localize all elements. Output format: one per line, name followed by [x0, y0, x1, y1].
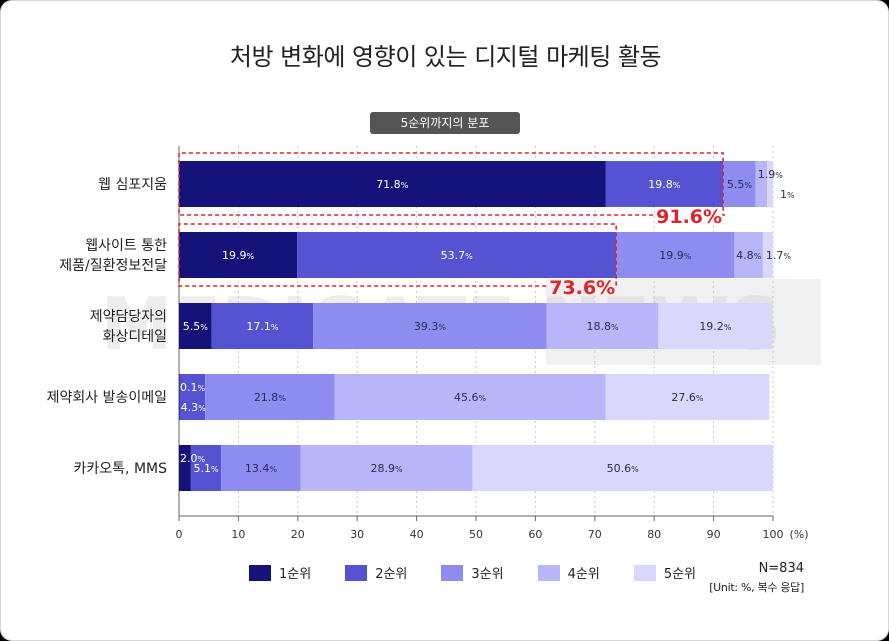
- data-label: 1.7%: [766, 249, 792, 262]
- bar-segment: [300, 445, 473, 491]
- bar-segment: [605, 161, 724, 207]
- data-label: 21.8%: [254, 391, 287, 404]
- x-tick-label: 30: [350, 528, 364, 541]
- x-tick-label: 40: [410, 528, 424, 541]
- data-label: 4.8%: [736, 249, 762, 262]
- bar-segment: [658, 303, 773, 349]
- bar-segment: [179, 374, 180, 420]
- annotation-label: 73.6%: [549, 277, 615, 299]
- data-label: 19.2%: [699, 320, 732, 333]
- bar-segment: [767, 161, 773, 207]
- category-label: 제약회사 발송이메일: [47, 390, 167, 406]
- data-label: 19.9%: [222, 249, 255, 262]
- data-label: 17.1%: [246, 320, 279, 333]
- legend-item: 1순위: [249, 563, 311, 582]
- data-label: 71.8%: [376, 178, 409, 191]
- x-tick-label: 80: [647, 528, 661, 541]
- data-label: 1%: [780, 188, 795, 201]
- bar-segment: [334, 374, 606, 420]
- unit-note: [Unit: %, 복수 응답]: [709, 581, 804, 594]
- data-label: 5.5%: [183, 320, 209, 333]
- annotation-label: 91.6%: [656, 206, 722, 228]
- bar-segment: [313, 303, 547, 349]
- data-label: 53.7%: [441, 249, 474, 262]
- bar-segment: [472, 445, 773, 491]
- legend-label: 4순위: [567, 567, 600, 582]
- data-label: 19.9%: [659, 249, 692, 262]
- bar-segment: [723, 161, 756, 207]
- legend-label: 1순위: [279, 567, 312, 582]
- legend-label: 3순위: [471, 567, 504, 582]
- data-label: 13.4%: [245, 462, 278, 475]
- data-label: 28.9%: [371, 462, 404, 475]
- bar-segment: [546, 303, 659, 349]
- data-label: 2.0%: [180, 452, 206, 465]
- legend-swatch: [345, 564, 368, 581]
- bar-segment: [179, 303, 212, 349]
- chart-title: 처방 변화에 영향이 있는 디지털 마케팅 활동: [229, 43, 662, 71]
- chart-subtitle: 5순위까지의 분포: [370, 112, 520, 134]
- annotation-box: [178, 223, 619, 287]
- x-tick-label: 10: [231, 528, 245, 541]
- x-unit-label: (%): [789, 528, 808, 541]
- bar-segment: [297, 232, 617, 278]
- bar-segment: [755, 161, 768, 207]
- x-tick-label: 50: [469, 528, 483, 541]
- data-label: 5.1%: [193, 462, 219, 475]
- data-label: 18.8%: [586, 320, 619, 333]
- bar-segment: [179, 161, 606, 207]
- data-label: 39.3%: [414, 320, 447, 333]
- x-tick-label: 60: [528, 528, 542, 541]
- bar-segment: [221, 445, 301, 491]
- bar-segment: [762, 232, 773, 278]
- category-label: 웹사이트 통한: [85, 238, 167, 254]
- legend-label: 5순위: [663, 567, 697, 582]
- data-label: 19.8%: [648, 178, 681, 191]
- x-tick-label: 20: [291, 528, 305, 541]
- category-label: 제약담당자의: [90, 309, 167, 325]
- data-label: 4.3%: [181, 401, 207, 414]
- bar-segment: [605, 374, 770, 420]
- bar-segment: [179, 232, 298, 278]
- sample-size-note: N=834: [758, 561, 804, 576]
- legend-swatch: [249, 564, 271, 581]
- data-label: 45.6%: [454, 391, 487, 404]
- legend-swatch: [633, 564, 656, 581]
- data-label: 0.1%: [180, 381, 206, 394]
- legend-item: 4순위: [537, 563, 600, 582]
- x-tick-label: 100: [763, 528, 784, 541]
- legend-label: 2순위: [375, 567, 408, 582]
- category-label: 화상디테일: [103, 329, 167, 345]
- data-label: 27.6%: [671, 391, 704, 404]
- bar-segment: [211, 303, 314, 349]
- annotation-box: [178, 152, 726, 216]
- data-label: 50.6%: [607, 462, 640, 475]
- x-tick-label: 0: [176, 528, 183, 541]
- category-label: 카카오톡, MMS: [74, 461, 168, 477]
- bar-segment: [734, 232, 763, 278]
- bar-segment: [616, 232, 735, 278]
- bar-segment: [190, 445, 222, 491]
- category-label: 제품/질환정보전달: [59, 258, 167, 274]
- legend-item: 2순위: [345, 563, 407, 582]
- data-label: 1.9%: [758, 168, 784, 181]
- data-label: 5.5%: [727, 178, 753, 191]
- bar-segment: [179, 374, 206, 420]
- legend-swatch: [441, 564, 464, 581]
- x-tick-label: 90: [707, 528, 721, 541]
- bar-segment: [205, 374, 335, 420]
- legend: 1순위 2순위 3순위 4순위 5순위: [249, 563, 696, 582]
- x-tick-label: 70: [588, 528, 602, 541]
- legend-item: 3순위: [441, 563, 504, 582]
- category-label: 웹 심포지움: [98, 177, 167, 193]
- bar-segment: [179, 445, 191, 491]
- legend-swatch: [537, 564, 560, 581]
- legend-item: 5순위: [633, 563, 697, 582]
